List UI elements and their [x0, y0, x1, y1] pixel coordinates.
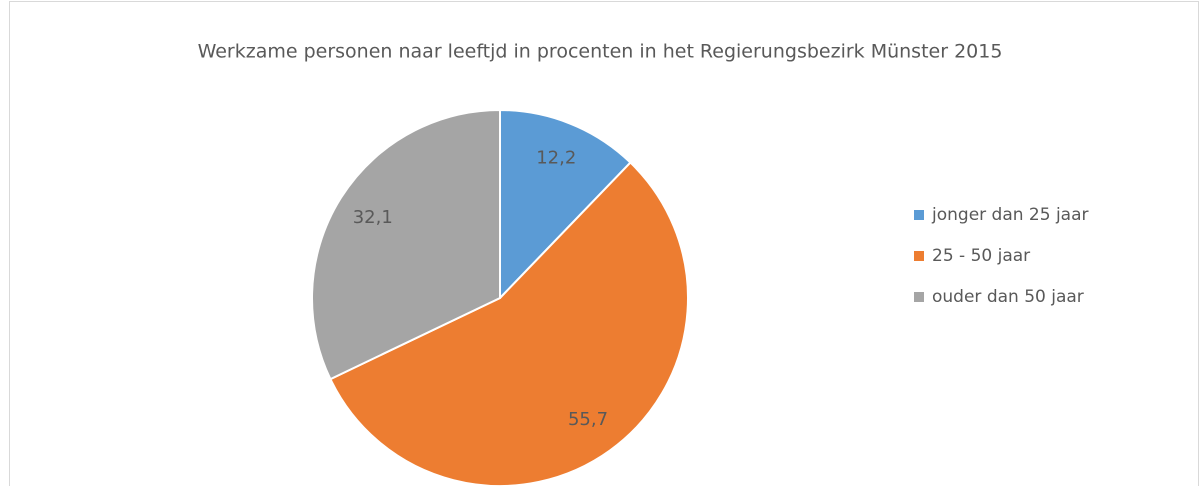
legend-swatch — [914, 210, 924, 220]
pie-slice — [329, 161, 689, 487]
data-label: 55,7 — [568, 409, 608, 430]
legend-swatch — [914, 251, 924, 261]
pie-slice — [499, 108, 632, 301]
data-label: 12,2 — [536, 148, 576, 169]
data-label: 32,1 — [353, 207, 393, 228]
chart-title: Werkzame personen naar leeftjd in procen… — [198, 41, 1003, 63]
legend-label: ouder dan 50 jaar — [932, 287, 1084, 307]
pie-slice — [311, 108, 501, 381]
legend-label: 25 - 50 jaar — [932, 246, 1030, 266]
legend-swatch — [914, 292, 924, 302]
legend-label: jonger dan 25 jaar — [931, 205, 1089, 225]
